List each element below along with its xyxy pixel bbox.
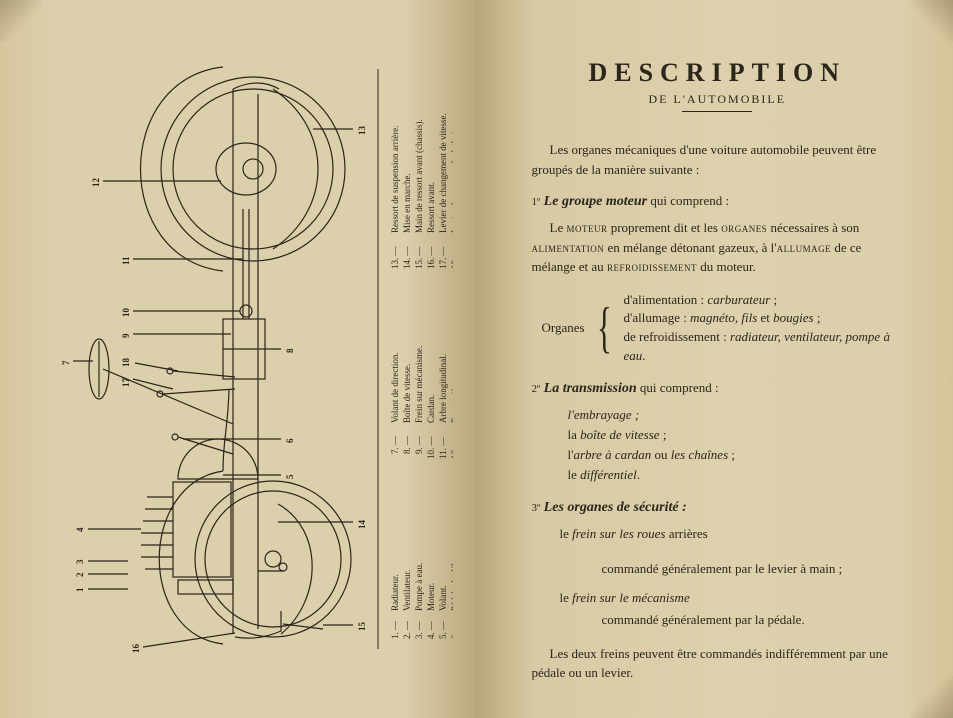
brace-icon: { [597, 306, 612, 351]
callout-11: 11 [121, 256, 131, 265]
organes-item: d'alimentation : carburateur ; [623, 291, 903, 310]
svg-text:Ressort de suspension arrière.: Ressort de suspension arrière. [390, 126, 400, 233]
list-item: le frein sur les roues arrières [560, 524, 904, 544]
section-num: 3º [532, 502, 541, 514]
svg-text:1. —: 1. — [390, 620, 400, 639]
page-left: 1 2 3 4 5 6 7 8 9 10 11 12 13 14 15 16 1… [0, 0, 477, 718]
svg-text:Volant.: Volant. [438, 585, 448, 611]
svg-text:Ventilateur.: Ventilateur. [402, 570, 412, 611]
intro-paragraph: Les organes mécaniques d'une voiture aut… [532, 140, 904, 179]
callout-12: 12 [91, 178, 101, 188]
legend-col1: 1. — Radiateur. 2. — Ventilateur. 3. — P… [390, 535, 453, 639]
list-item: le frein sur le mécanisme [560, 588, 904, 608]
svg-text:Boîte de vitesse.: Boîte de vitesse. [402, 364, 412, 423]
svg-text:7. —: 7. — [390, 435, 400, 454]
section-3-head: 3º Les organes de sécurité : [532, 499, 904, 516]
callout-18: 18 [121, 358, 131, 368]
section-3-block: le frein sur le mécanisme [560, 588, 904, 608]
section-num: 1º [532, 196, 541, 208]
svg-text:18. —: 18. — [450, 246, 453, 270]
sub-line: commandé généralement par la pédale. [602, 610, 904, 630]
callout-5: 5 [285, 474, 295, 479]
svg-text:Arbre longitudinal.: Arbre longitudinal. [438, 354, 448, 423]
section-tail: qui comprend : [647, 193, 729, 208]
svg-text:Mise en marche.: Mise en marche. [402, 173, 412, 233]
page-subtitle: DE L'AUTOMOBILE [532, 92, 904, 107]
section-tail: qui comprend : [637, 380, 719, 395]
svg-text:Levier de commande de frein.: Levier de commande de frein. [450, 125, 453, 233]
svg-text:Pédale de débrayage.: Pédale de débrayage. [450, 535, 453, 611]
organes-item: de refroidissement : radiateur, ventilat… [623, 328, 903, 366]
page-fold [911, 0, 953, 42]
svg-text:Main de ressort avant (chassis: Main de ressort avant (chassis). [414, 119, 424, 233]
page-title: DESCRIPTION [532, 58, 904, 88]
svg-text:10. —: 10. — [426, 436, 436, 460]
svg-text:8. —: 8. — [402, 435, 412, 454]
legend-col3: 13. — Ressort de suspension arrière. 14.… [390, 113, 453, 269]
callout-6: 6 [285, 438, 295, 443]
callout-2: 2 [75, 572, 85, 577]
svg-text:Volant de direction.: Volant de direction. [390, 352, 400, 423]
callout-4: 4 [75, 527, 85, 532]
organes-items: d'alimentation : carburateur ; d'allumag… [623, 291, 903, 366]
svg-text:16. —: 16. — [426, 246, 436, 270]
svg-text:Moteur.: Moteur. [426, 583, 436, 611]
callout-7: 7 [61, 360, 71, 365]
svg-text:2. —: 2. — [402, 620, 412, 639]
organes-label: Organes [542, 320, 585, 336]
svg-text:14. —: 14. — [402, 246, 412, 270]
callout-10: 10 [121, 308, 131, 318]
callout-3: 3 [75, 559, 85, 564]
section-2-head: 2º La transmission qui comprend : [532, 380, 904, 397]
list-item: la boîte de vitesse ; [568, 425, 904, 445]
svg-text:Frein sur mécanisme.: Frein sur mécanisme. [414, 346, 424, 423]
closing-paragraph: Les deux freins peuvent être commandés i… [532, 644, 904, 683]
svg-text:13. —: 13. — [390, 246, 400, 270]
svg-text:Levier de changement de vitess: Levier de changement de vitesse. [438, 113, 448, 233]
section-1-head: 1º Le groupe moteur qui comprend : [532, 193, 904, 210]
svg-text:Pont arrière.: Pont arrière. [450, 379, 453, 423]
page-fold [911, 676, 953, 718]
svg-text:4. —: 4. — [426, 620, 436, 639]
list-item: l'arbre à cardan ou les chaînes ; [568, 445, 904, 465]
callout-13: 13 [357, 126, 367, 136]
callout-15: 15 [357, 622, 367, 632]
callout-17: 17 [121, 378, 131, 388]
book-spread: 1 2 3 4 5 6 7 8 9 10 11 12 13 14 15 16 1… [0, 0, 953, 718]
list-item: l'embrayage ; [568, 405, 904, 425]
organes-item: d'allumage : magnéto, fils et bougies ; [623, 309, 903, 328]
section-3-block: le frein sur les roues arrières [560, 524, 904, 544]
callout-14: 14 [357, 520, 367, 530]
svg-text:6. —: 6. — [450, 620, 453, 639]
callout-16: 16 [131, 644, 141, 654]
svg-text:9. —: 9. — [414, 435, 424, 454]
automobile-chassis-diagram: 1 2 3 4 5 6 7 8 9 10 11 12 13 14 15 16 1… [23, 29, 453, 689]
left-rotated-content: 1 2 3 4 5 6 7 8 9 10 11 12 13 14 15 16 1… [23, 29, 453, 689]
svg-text:Ressort avant.: Ressort avant. [426, 182, 436, 233]
svg-text:3. —: 3. — [414, 620, 424, 639]
section-2-list: l'embrayage ; la boîte de vitesse ; l'ar… [568, 405, 904, 486]
section-1-body: Le moteur proprement dit et les organes … [532, 218, 904, 277]
svg-text:15. —: 15. — [414, 246, 424, 270]
page-right: DESCRIPTION DE L'AUTOMOBILE Les organes … [477, 0, 953, 718]
svg-text:Cardan.: Cardan. [426, 395, 436, 423]
legend-col2: 7. — Volant de direction. 8. — Boîte de … [390, 346, 453, 459]
callout-1: 1 [75, 587, 85, 592]
section-title: La transmission [544, 381, 637, 396]
callout-9: 9 [121, 333, 131, 338]
section-num: 2º [532, 383, 541, 395]
svg-text:Pompe à eau.: Pompe à eau. [414, 563, 424, 611]
svg-text:5. —: 5. — [438, 620, 448, 639]
callout-8: 8 [285, 348, 295, 353]
list-item: le différentiel. [568, 465, 904, 485]
svg-text:Radiateur.: Radiateur. [390, 574, 400, 611]
svg-text:12. —: 12. — [450, 436, 453, 460]
section-title: Le groupe moteur [544, 194, 647, 209]
organes-block: Organes { d'alimentation : carburateur ;… [542, 291, 904, 366]
svg-text:17. —: 17. — [438, 246, 448, 270]
svg-text:11. —: 11. — [438, 436, 448, 459]
title-rule [682, 111, 752, 112]
section-title: Les organes de sécurité : [544, 500, 687, 515]
sub-line: commandé généralement par le levier à ma… [602, 559, 904, 579]
